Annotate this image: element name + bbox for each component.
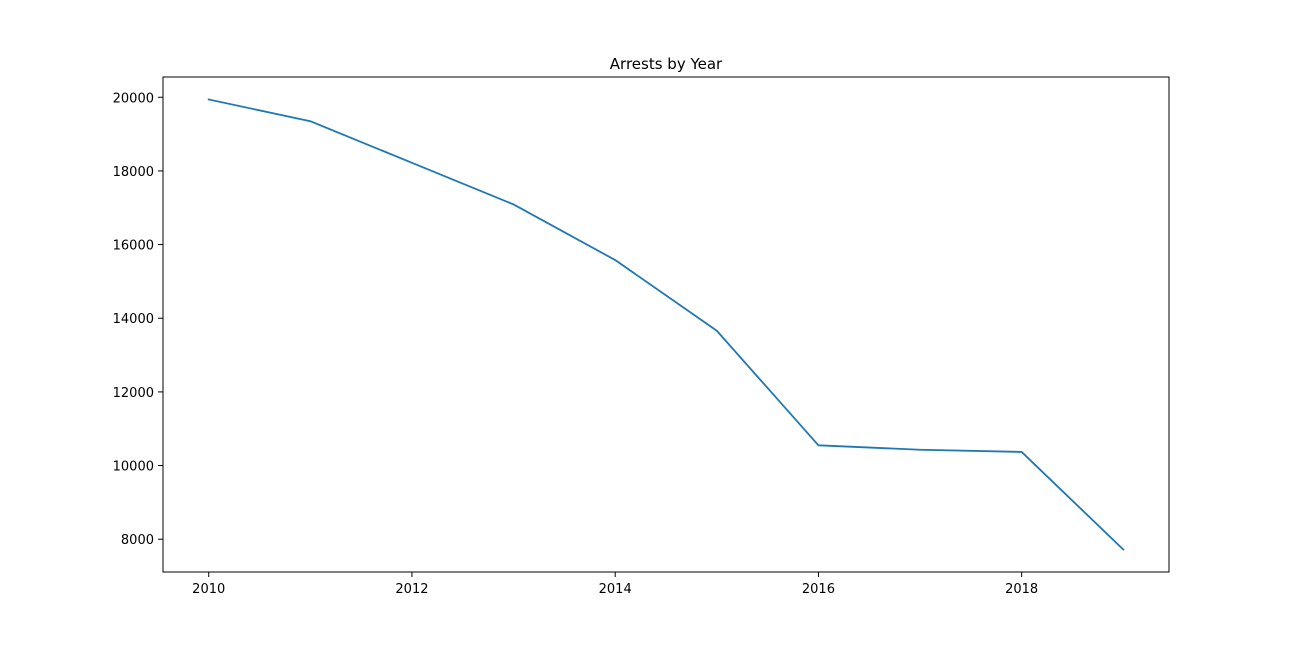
x-tick-label: 2016: [802, 582, 835, 597]
y-tick-label: 18000: [113, 165, 154, 180]
y-tick-label: 10000: [113, 460, 154, 475]
y-axis: 8000 10000 12000 14000 16000 18000 20000: [113, 91, 163, 548]
y-tick-label: 20000: [113, 91, 154, 106]
x-tick-label: 2012: [395, 582, 428, 597]
series-line: [207, 98, 1125, 551]
plot-area-frame: [162, 76, 1170, 573]
y-tick-label: 16000: [113, 239, 154, 254]
chart-title: Arrests by Year: [610, 55, 723, 73]
y-tick-label: 14000: [113, 312, 154, 327]
y-tick-label: 8000: [121, 533, 154, 548]
x-axis: 2010 2012 2014 2016 2018: [192, 572, 1038, 597]
x-tick-label: 2014: [599, 582, 632, 597]
x-tick-label: 2018: [1005, 582, 1038, 597]
x-tick-label: 2010: [192, 582, 225, 597]
y-tick-label: 12000: [113, 386, 154, 401]
